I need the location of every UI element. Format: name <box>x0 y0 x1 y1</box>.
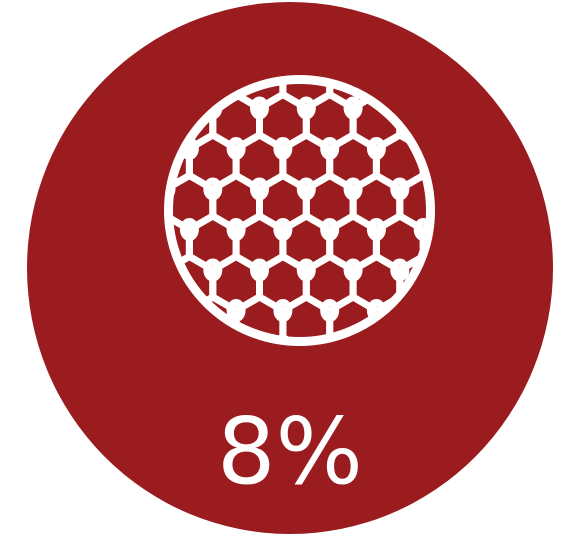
mesh-cell <box>419 293 431 342</box>
mesh-knot <box>183 73 195 76</box>
mesh-knot <box>203 339 223 342</box>
mesh-cell <box>396 334 431 342</box>
mesh-knot <box>250 339 269 342</box>
mesh-knot <box>413 299 431 322</box>
mesh-knot <box>168 96 176 120</box>
mesh-knot <box>168 339 176 342</box>
mesh-cell <box>168 79 193 112</box>
mesh-knot <box>324 73 336 76</box>
mesh-cell <box>419 79 431 112</box>
stat-badge-circle <box>27 2 553 534</box>
mesh-knot <box>417 73 429 76</box>
mesh-knot <box>390 339 410 342</box>
mesh-fabric-icon <box>162 73 437 348</box>
mesh-cell <box>209 334 263 342</box>
mesh-cell <box>168 253 170 314</box>
mesh-cell <box>419 212 431 274</box>
mesh-cell <box>372 293 427 342</box>
mesh-knot <box>277 73 289 76</box>
mesh-knot <box>343 339 363 342</box>
stat-value: 8% <box>217 398 363 505</box>
mesh-knot <box>370 73 382 76</box>
mesh-cell <box>349 334 404 342</box>
mesh-cell <box>168 91 170 152</box>
mesh-cell <box>168 334 170 342</box>
mesh-cell <box>168 334 217 342</box>
mesh-knot <box>179 299 199 322</box>
mesh-knot <box>230 73 242 76</box>
mesh-knot <box>168 258 176 282</box>
mesh-knot <box>390 96 410 120</box>
mesh-cell <box>168 293 193 342</box>
mesh-cell <box>372 79 427 112</box>
